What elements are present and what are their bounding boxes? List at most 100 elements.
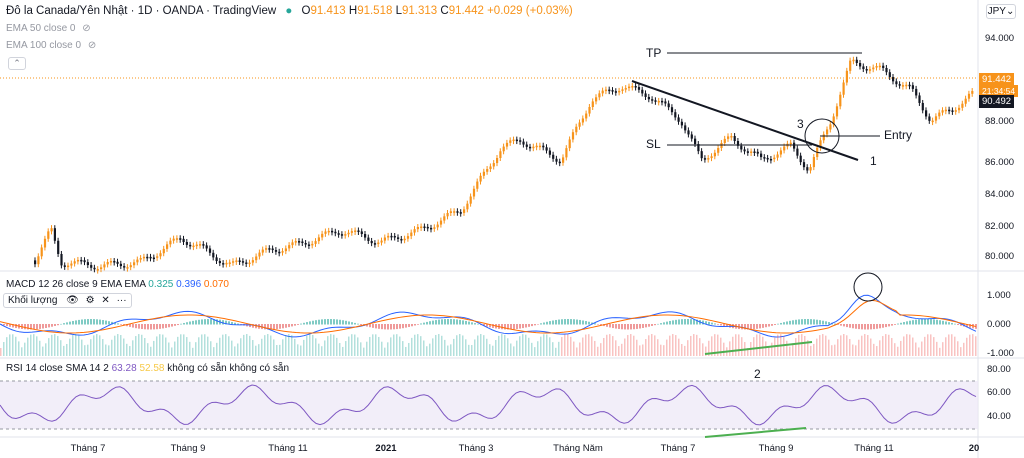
histogram-bar — [123, 324, 125, 326]
volume-bar — [729, 341, 731, 356]
candle — [156, 256, 159, 258]
volume-bar — [60, 340, 62, 356]
histogram-bar — [399, 324, 401, 329]
time-tick: Tháng 7 — [70, 443, 106, 454]
ema100-legend[interactable]: EMA 100 close 0 ⊘ — [6, 40, 96, 51]
histogram-bar — [798, 319, 800, 325]
histogram-bar — [174, 324, 176, 326]
volume-bar — [540, 336, 542, 356]
candle — [911, 85, 914, 89]
candle — [931, 120, 934, 123]
collapse-legend-button[interactable]: ⌃ — [8, 57, 26, 70]
candle — [604, 89, 608, 92]
candle — [522, 141, 525, 145]
histogram-bar — [108, 321, 110, 325]
histogram-bar — [927, 319, 929, 325]
candle — [291, 242, 294, 246]
candle — [773, 157, 776, 160]
volume-bar — [663, 345, 665, 356]
volume-legend[interactable]: Khối lượng 👁 ⚙ ✕ ··· — [3, 293, 132, 308]
volume-bar — [99, 335, 101, 356]
currency-button[interactable]: JPY⌄ — [986, 4, 1016, 19]
volume-bar — [195, 342, 197, 356]
candle — [430, 227, 433, 230]
volume-bar — [600, 343, 602, 356]
volume-bar — [48, 338, 50, 356]
settings-icon[interactable]: ⚙ — [85, 295, 95, 306]
close-icon[interactable]: ✕ — [101, 295, 110, 306]
histogram-bar — [201, 319, 203, 325]
rsi-tick: 40.00 — [987, 411, 1011, 422]
histogram-bar — [384, 324, 386, 330]
histogram-bar — [705, 321, 707, 325]
rsi-value: 63.28 — [111, 363, 137, 374]
histogram-bar — [456, 319, 458, 325]
candle — [763, 157, 766, 159]
histogram-bar — [66, 322, 68, 325]
histogram-bar — [336, 319, 338, 325]
histogram-bar — [627, 324, 629, 330]
candle — [232, 261, 235, 263]
histogram-bar — [573, 319, 575, 325]
volume-bar — [405, 346, 407, 356]
candle — [581, 118, 584, 123]
histogram-bar — [192, 320, 194, 325]
volume-bar — [888, 334, 890, 356]
histogram-bar — [75, 320, 77, 325]
histogram-bar — [471, 322, 473, 325]
candle — [377, 242, 380, 245]
histogram-bar — [309, 321, 311, 325]
candle — [436, 224, 439, 228]
time-tick: Tháng 9 — [170, 443, 206, 454]
histogram-bar — [723, 324, 725, 327]
histogram-bar — [312, 320, 314, 325]
histogram-bar — [135, 324, 137, 329]
volume-bar — [816, 338, 818, 356]
volume-bar — [717, 334, 719, 356]
histogram-bar — [636, 324, 638, 329]
histogram-bar — [153, 324, 155, 330]
histogram-bar — [924, 319, 926, 325]
histogram-bar — [822, 320, 824, 325]
histogram-bar — [630, 324, 632, 330]
candle — [892, 77, 895, 82]
histogram-bar — [531, 324, 533, 327]
volume-bar — [801, 334, 803, 356]
volume-bar — [633, 335, 635, 356]
histogram-bar — [786, 321, 788, 325]
histogram-bar — [669, 320, 671, 325]
candle — [875, 66, 878, 68]
hidden-eye-icon[interactable]: ⊘ — [87, 40, 97, 51]
volume-bar — [312, 334, 314, 356]
volume-bars — [0, 334, 977, 356]
volume-bar — [75, 334, 77, 356]
volume-bar — [204, 334, 206, 356]
volume-bar — [117, 334, 119, 356]
eye-icon[interactable]: 👁 — [66, 295, 79, 306]
volume-bar — [762, 336, 764, 356]
volume-bar — [891, 338, 893, 356]
hidden-eye-icon[interactable]: ⊘ — [82, 23, 91, 34]
ema50-legend[interactable]: EMA 50 close 0 ⊘ — [6, 23, 91, 34]
histogram-bar — [645, 324, 647, 328]
histogram-bar — [291, 324, 293, 327]
histogram-bar — [381, 324, 383, 330]
histogram-bar — [621, 324, 623, 330]
volume-bar — [129, 346, 131, 356]
candle — [753, 151, 756, 153]
volume-bar — [771, 342, 773, 356]
candle — [845, 70, 848, 83]
candle — [126, 267, 129, 269]
volume-bar — [225, 334, 227, 356]
symbol-legend: Đô la Canada/Yên Nhật · 1D · OANDA · Tra… — [6, 5, 573, 17]
histogram-bar — [864, 324, 866, 330]
volume-bar — [333, 334, 335, 356]
histogram-bar — [276, 324, 278, 330]
candle — [684, 125, 687, 131]
volume-bar — [138, 334, 140, 356]
volume-bar — [369, 336, 371, 356]
volume-bar — [912, 337, 914, 356]
more-icon[interactable]: ··· — [116, 295, 127, 306]
candle — [179, 238, 182, 240]
